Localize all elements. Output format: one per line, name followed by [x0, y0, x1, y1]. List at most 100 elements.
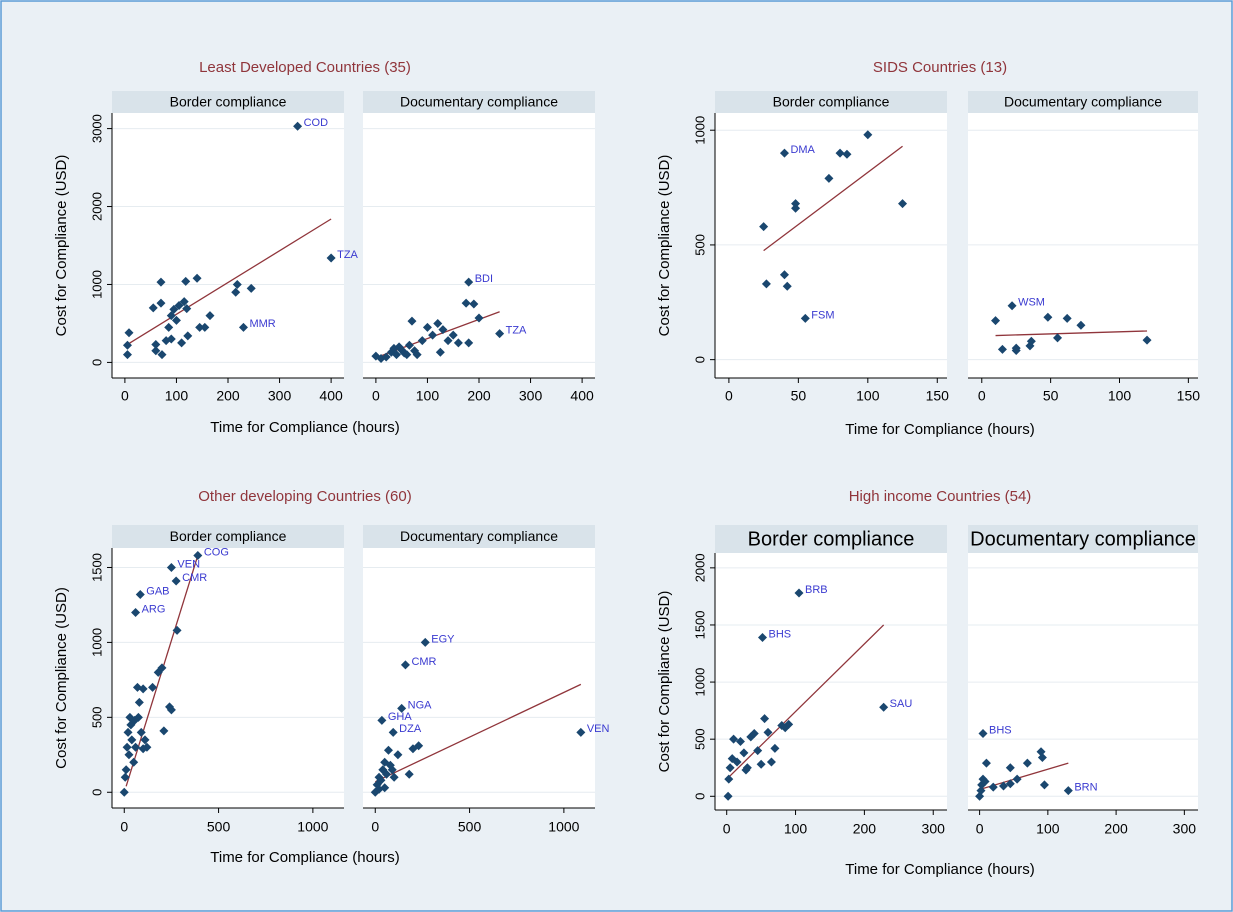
x-tick-label: 200 — [216, 388, 240, 404]
point-label: TZA — [337, 249, 358, 261]
point — [138, 744, 148, 754]
strip — [968, 525, 1198, 553]
panel-subtitle: Border compliance — [773, 94, 890, 110]
point — [131, 742, 141, 752]
point — [433, 318, 443, 328]
point — [898, 199, 908, 209]
point-label: NGA — [408, 699, 433, 711]
point — [1053, 333, 1063, 343]
point — [389, 772, 399, 782]
fit-line — [763, 145, 903, 252]
point — [172, 625, 182, 635]
point — [231, 287, 241, 297]
point — [402, 350, 412, 360]
y-tick-label: 2000 — [692, 553, 707, 582]
point — [133, 712, 143, 722]
x-tick-label: 300 — [922, 821, 946, 837]
point — [732, 757, 742, 767]
point — [791, 203, 801, 213]
point-label: CMR — [411, 656, 436, 668]
point — [739, 748, 749, 758]
point — [171, 315, 181, 325]
strip — [715, 525, 947, 553]
x-tick-label: 0 — [371, 819, 379, 835]
y-axis-label: Cost for Compliance (USD) — [656, 591, 673, 773]
point — [134, 697, 144, 707]
plot-area — [363, 548, 595, 808]
plot-area — [363, 113, 595, 378]
point — [140, 735, 150, 745]
point — [1037, 752, 1047, 762]
y-tick-label: 500 — [89, 706, 104, 728]
point — [997, 344, 1007, 354]
x-tick-label: 0 — [372, 388, 380, 404]
point — [169, 304, 179, 314]
point-label: GHA — [388, 711, 413, 723]
fit-line — [374, 683, 582, 783]
point — [192, 273, 202, 283]
point — [842, 149, 852, 159]
point — [412, 350, 422, 360]
point — [735, 736, 745, 746]
x-axis-label: Time for Compliance (hours) — [210, 849, 400, 866]
point — [1007, 301, 1017, 311]
x-tick-label: 100 — [784, 821, 808, 837]
point — [724, 774, 734, 784]
plot-area — [112, 113, 344, 378]
y-tick-label: 0 — [692, 356, 707, 363]
point-label: BHS — [769, 628, 792, 640]
x-tick-label: 0 — [976, 821, 984, 837]
point — [400, 660, 410, 670]
point — [393, 750, 403, 760]
y-tick-label: 0 — [89, 359, 104, 366]
x-tick-label: 200 — [853, 821, 877, 837]
point-label: MMR — [249, 318, 275, 330]
point — [835, 148, 845, 158]
x-tick-label: 300 — [1173, 821, 1197, 837]
point — [469, 299, 479, 309]
point — [238, 322, 248, 332]
point — [166, 562, 176, 572]
point — [761, 279, 771, 289]
y-tick-label: 1000 — [692, 668, 707, 697]
strip — [968, 91, 1198, 113]
point — [1005, 779, 1015, 789]
panel-subtitle: Border compliance — [170, 528, 287, 544]
point — [1142, 335, 1152, 345]
point — [782, 281, 792, 291]
point — [131, 607, 141, 617]
point-label: SAU — [890, 698, 913, 710]
point — [135, 589, 145, 599]
y-tick-label: 3000 — [89, 114, 104, 143]
point — [758, 633, 768, 643]
chart-title: SIDS Countries (13) — [873, 59, 1007, 76]
point — [1063, 786, 1073, 796]
point — [129, 757, 139, 767]
point — [148, 303, 158, 313]
point — [127, 735, 137, 745]
x-tick-label: 500 — [207, 819, 231, 835]
point — [171, 576, 181, 586]
panel-subtitle: Documentary compliance — [970, 528, 1196, 550]
point — [151, 346, 161, 356]
fit-line — [995, 330, 1148, 337]
point — [576, 727, 586, 737]
point-label: BHS — [989, 724, 1012, 736]
point — [232, 279, 242, 289]
point-label: FSM — [811, 309, 834, 321]
point — [1012, 774, 1022, 784]
panel-subtitle: Documentary compliance — [400, 94, 558, 110]
point — [138, 684, 148, 694]
point — [464, 277, 474, 287]
point — [998, 781, 1008, 791]
plot-area — [715, 553, 947, 810]
x-tick-label: 300 — [268, 388, 292, 404]
point — [387, 765, 397, 775]
x-tick-label: 400 — [570, 388, 594, 404]
panel-subtitle: Documentary compliance — [1004, 94, 1162, 110]
point — [156, 298, 166, 308]
y-tick-label: 1000 — [692, 116, 707, 145]
point — [824, 173, 834, 183]
panel-subtitle: Documentary compliance — [400, 528, 558, 544]
strip — [112, 525, 344, 548]
